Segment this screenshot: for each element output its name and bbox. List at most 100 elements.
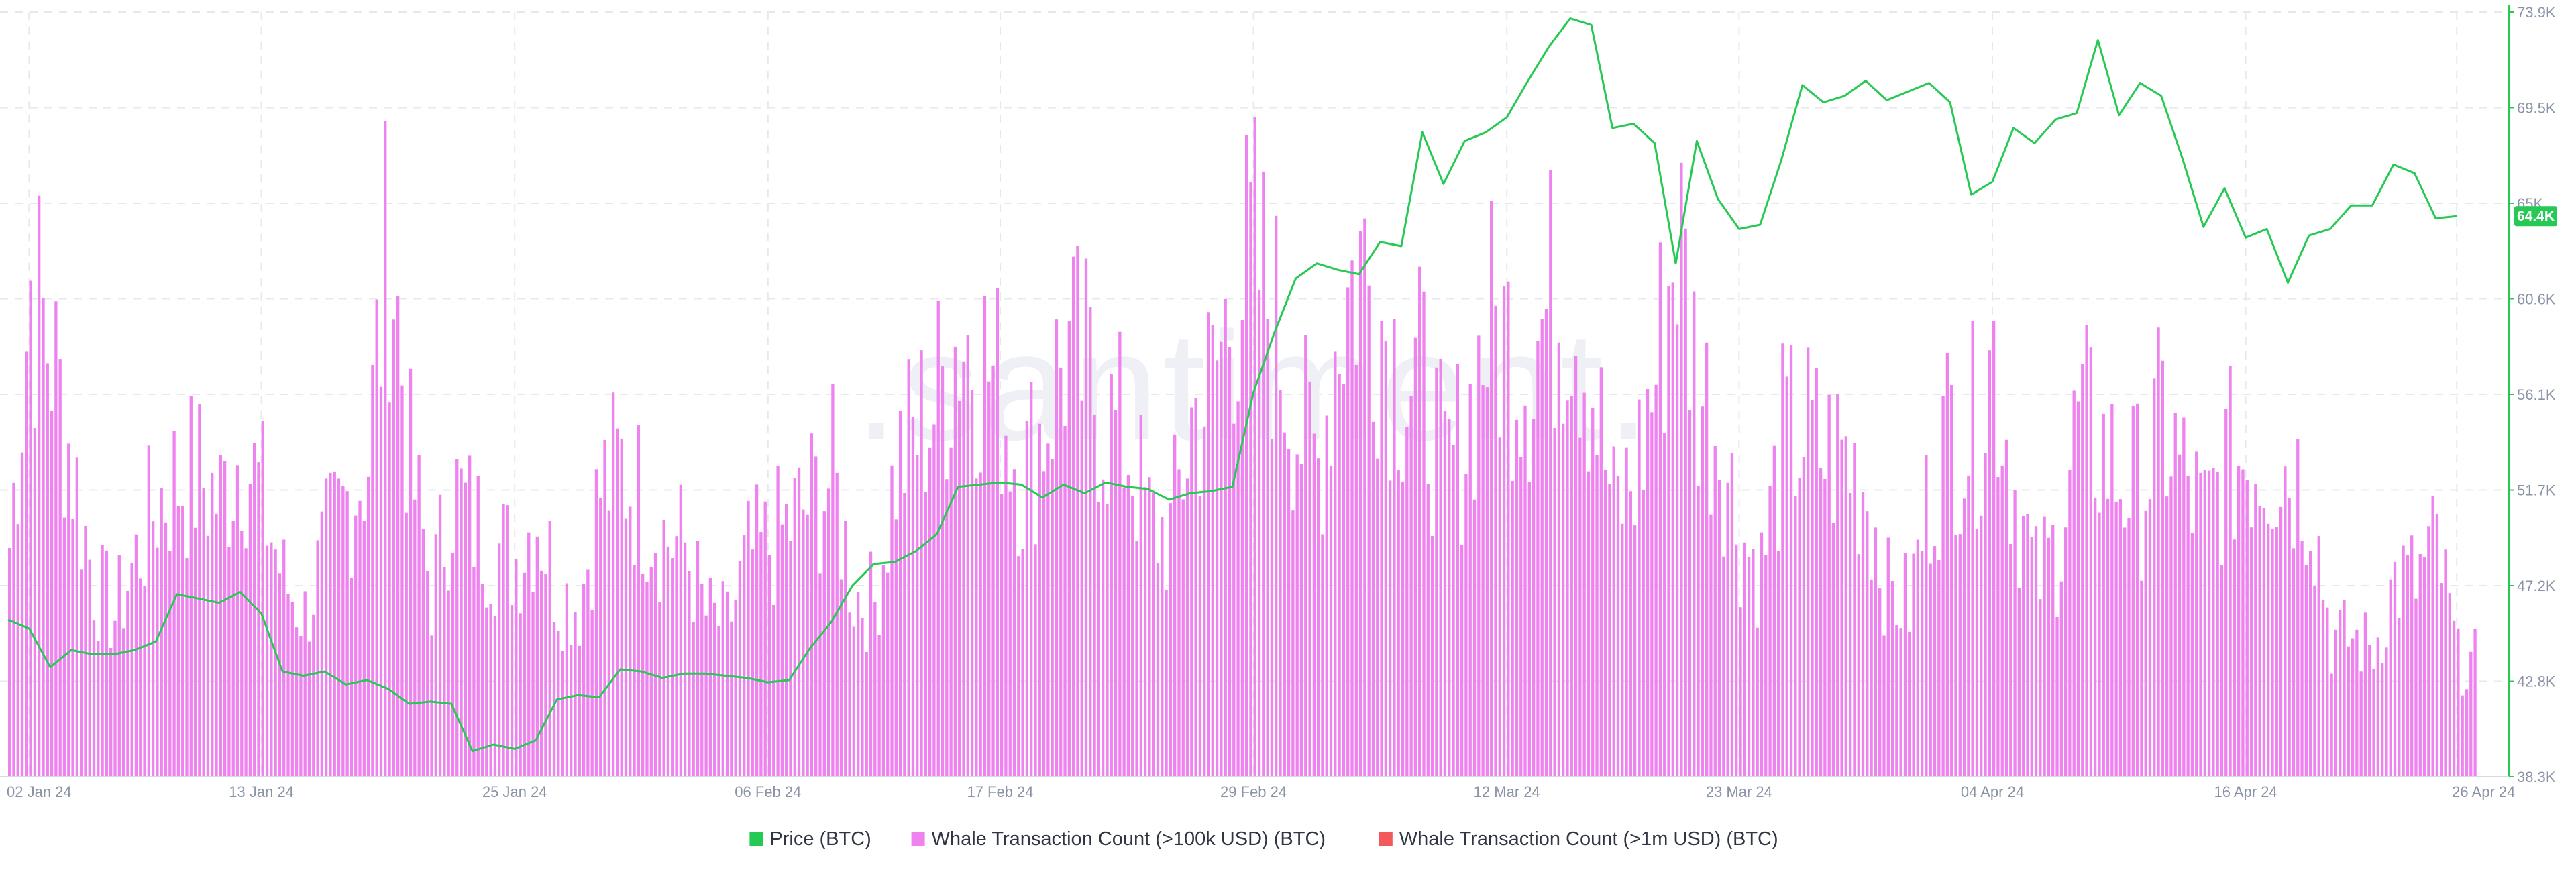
whale-100k-bar — [498, 543, 501, 777]
whale-100k-bar — [1401, 481, 1405, 777]
whale-100k-bar — [1304, 335, 1307, 777]
whale-100k-bar — [1384, 340, 1387, 777]
whale-100k-bar — [574, 612, 577, 777]
whale-100k-bar — [384, 121, 387, 777]
whale-100k-bar — [1012, 469, 1016, 777]
whale-100k-bar — [2127, 517, 2131, 777]
whale-100k-bar — [797, 467, 801, 777]
whale-100k-bar — [1203, 426, 1206, 777]
whale-100k-bar — [1363, 218, 1366, 777]
whale-100k-bar — [362, 521, 366, 777]
whale-100k-bar — [366, 476, 370, 777]
whale-100k-bar — [671, 558, 674, 777]
whale-100k-bar — [105, 550, 109, 777]
whale-100k-bar — [472, 567, 476, 777]
whale-100k-bar — [1076, 246, 1079, 777]
whale-100k-bar — [2051, 525, 2055, 777]
legend-item[interactable]: Whale Transaction Count (>100k USD) (BTC… — [911, 828, 1326, 850]
whale-100k-bar — [1228, 347, 1232, 777]
whale-100k-bar — [2457, 628, 2460, 777]
whale-100k-bar — [911, 417, 915, 777]
whale-100k-bar — [430, 635, 433, 777]
whale-100k-bar — [810, 433, 814, 777]
whale-100k-bar — [2182, 417, 2186, 777]
line-layer — [7, 17, 2457, 753]
whale-100k-bar — [2089, 347, 2093, 777]
legend-item[interactable]: Whale Transaction Count (>1m USD) (BTC) — [1379, 828, 1778, 850]
whale-100k-bar — [1283, 432, 1286, 777]
whale-100k-bar — [1785, 376, 1788, 777]
whale-100k-bar — [2406, 555, 2410, 777]
whale-100k-bar — [1472, 499, 1477, 777]
whale-100k-bar — [1021, 549, 1024, 777]
whale-100k-bar — [1726, 482, 1729, 777]
whale-100k-bar — [1781, 343, 1784, 777]
whale-100k-bar — [464, 482, 467, 777]
whale-100k-bar — [1156, 563, 1160, 777]
whale-100k-bar — [2000, 465, 2004, 777]
whale-100k-bar — [409, 368, 413, 777]
price-line — [7, 17, 2457, 753]
whale-100k-bar — [2304, 564, 2308, 777]
whale-100k-bar — [2363, 612, 2367, 777]
whale-100k-bar — [2372, 669, 2375, 777]
whale-100k-bar — [1903, 553, 1907, 777]
whale-100k-bar — [329, 472, 332, 777]
whale-100k-bar — [1807, 347, 1810, 777]
whale-100k-bar — [176, 506, 180, 777]
whale-100k-bar — [565, 583, 569, 777]
whale-100k-bar — [413, 499, 417, 777]
whale-100k-bar — [1152, 492, 1155, 777]
legend-item[interactable]: Price (BTC) — [749, 828, 871, 850]
y-tick-label: 60.6K — [2517, 291, 2556, 308]
whale-100k-bar — [1515, 419, 1519, 777]
whale-100k-bar — [603, 440, 606, 777]
whale-100k-bar — [282, 539, 286, 777]
legend-swatch — [749, 832, 763, 846]
whale-100k-bar — [1772, 445, 1776, 777]
whale-100k-bar — [683, 542, 687, 777]
whale-100k-bar — [1148, 477, 1151, 777]
whale-100k-bar — [270, 542, 273, 777]
whale-100k-bar — [2313, 585, 2316, 777]
whale-100k-bar — [325, 478, 328, 777]
whale-100k-bar — [1008, 491, 1012, 777]
whale-100k-bar — [539, 570, 543, 777]
whale-100k-bar — [552, 622, 556, 777]
whale-100k-bar — [2102, 413, 2105, 777]
whale-100k-bar — [979, 472, 982, 777]
whale-100k-bar — [881, 565, 885, 777]
current-price-badge — [2514, 206, 2557, 227]
whale-100k-bar — [2385, 647, 2388, 777]
whale-100k-bar — [2288, 498, 2291, 777]
whale-100k-bar — [1743, 542, 1746, 777]
x-tick-label: 23 Mar 24 — [1706, 783, 1772, 800]
whale-100k-bar — [1980, 515, 1983, 777]
whale-100k-bar — [2169, 476, 2173, 777]
whale-100k-bar — [1621, 523, 1624, 777]
whale-100k-bar — [531, 592, 535, 777]
whale-100k-bar — [1511, 480, 1514, 777]
whale-100k-bar — [354, 515, 358, 777]
whale-100k-bar — [2330, 673, 2333, 777]
whale-100k-bar — [2321, 600, 2325, 777]
whale-100k-bar — [1591, 408, 1595, 777]
whale-100k-bar — [624, 518, 628, 777]
whale-100k-bar — [2355, 629, 2359, 777]
whale-100k-bar — [468, 455, 472, 777]
whale-100k-bar — [2123, 527, 2127, 777]
whale-100k-bar — [1574, 356, 1578, 777]
whale-100k-bar — [2118, 499, 2123, 777]
whale-100k-bar — [1262, 171, 1265, 777]
whale-100k-bar — [1177, 469, 1181, 777]
whale-100k-bar — [2418, 553, 2422, 777]
whale-100k-bar — [2414, 598, 2418, 777]
x-tick-label: 13 Jan 24 — [229, 783, 294, 800]
whale-100k-bar — [983, 295, 987, 777]
whale-100k-bar — [2140, 580, 2143, 777]
whale-100k-bar — [1266, 319, 1269, 777]
whale-100k-bar — [168, 551, 172, 777]
whale-100k-bar — [1207, 312, 1210, 777]
whale-100k-bar — [1190, 407, 1193, 777]
